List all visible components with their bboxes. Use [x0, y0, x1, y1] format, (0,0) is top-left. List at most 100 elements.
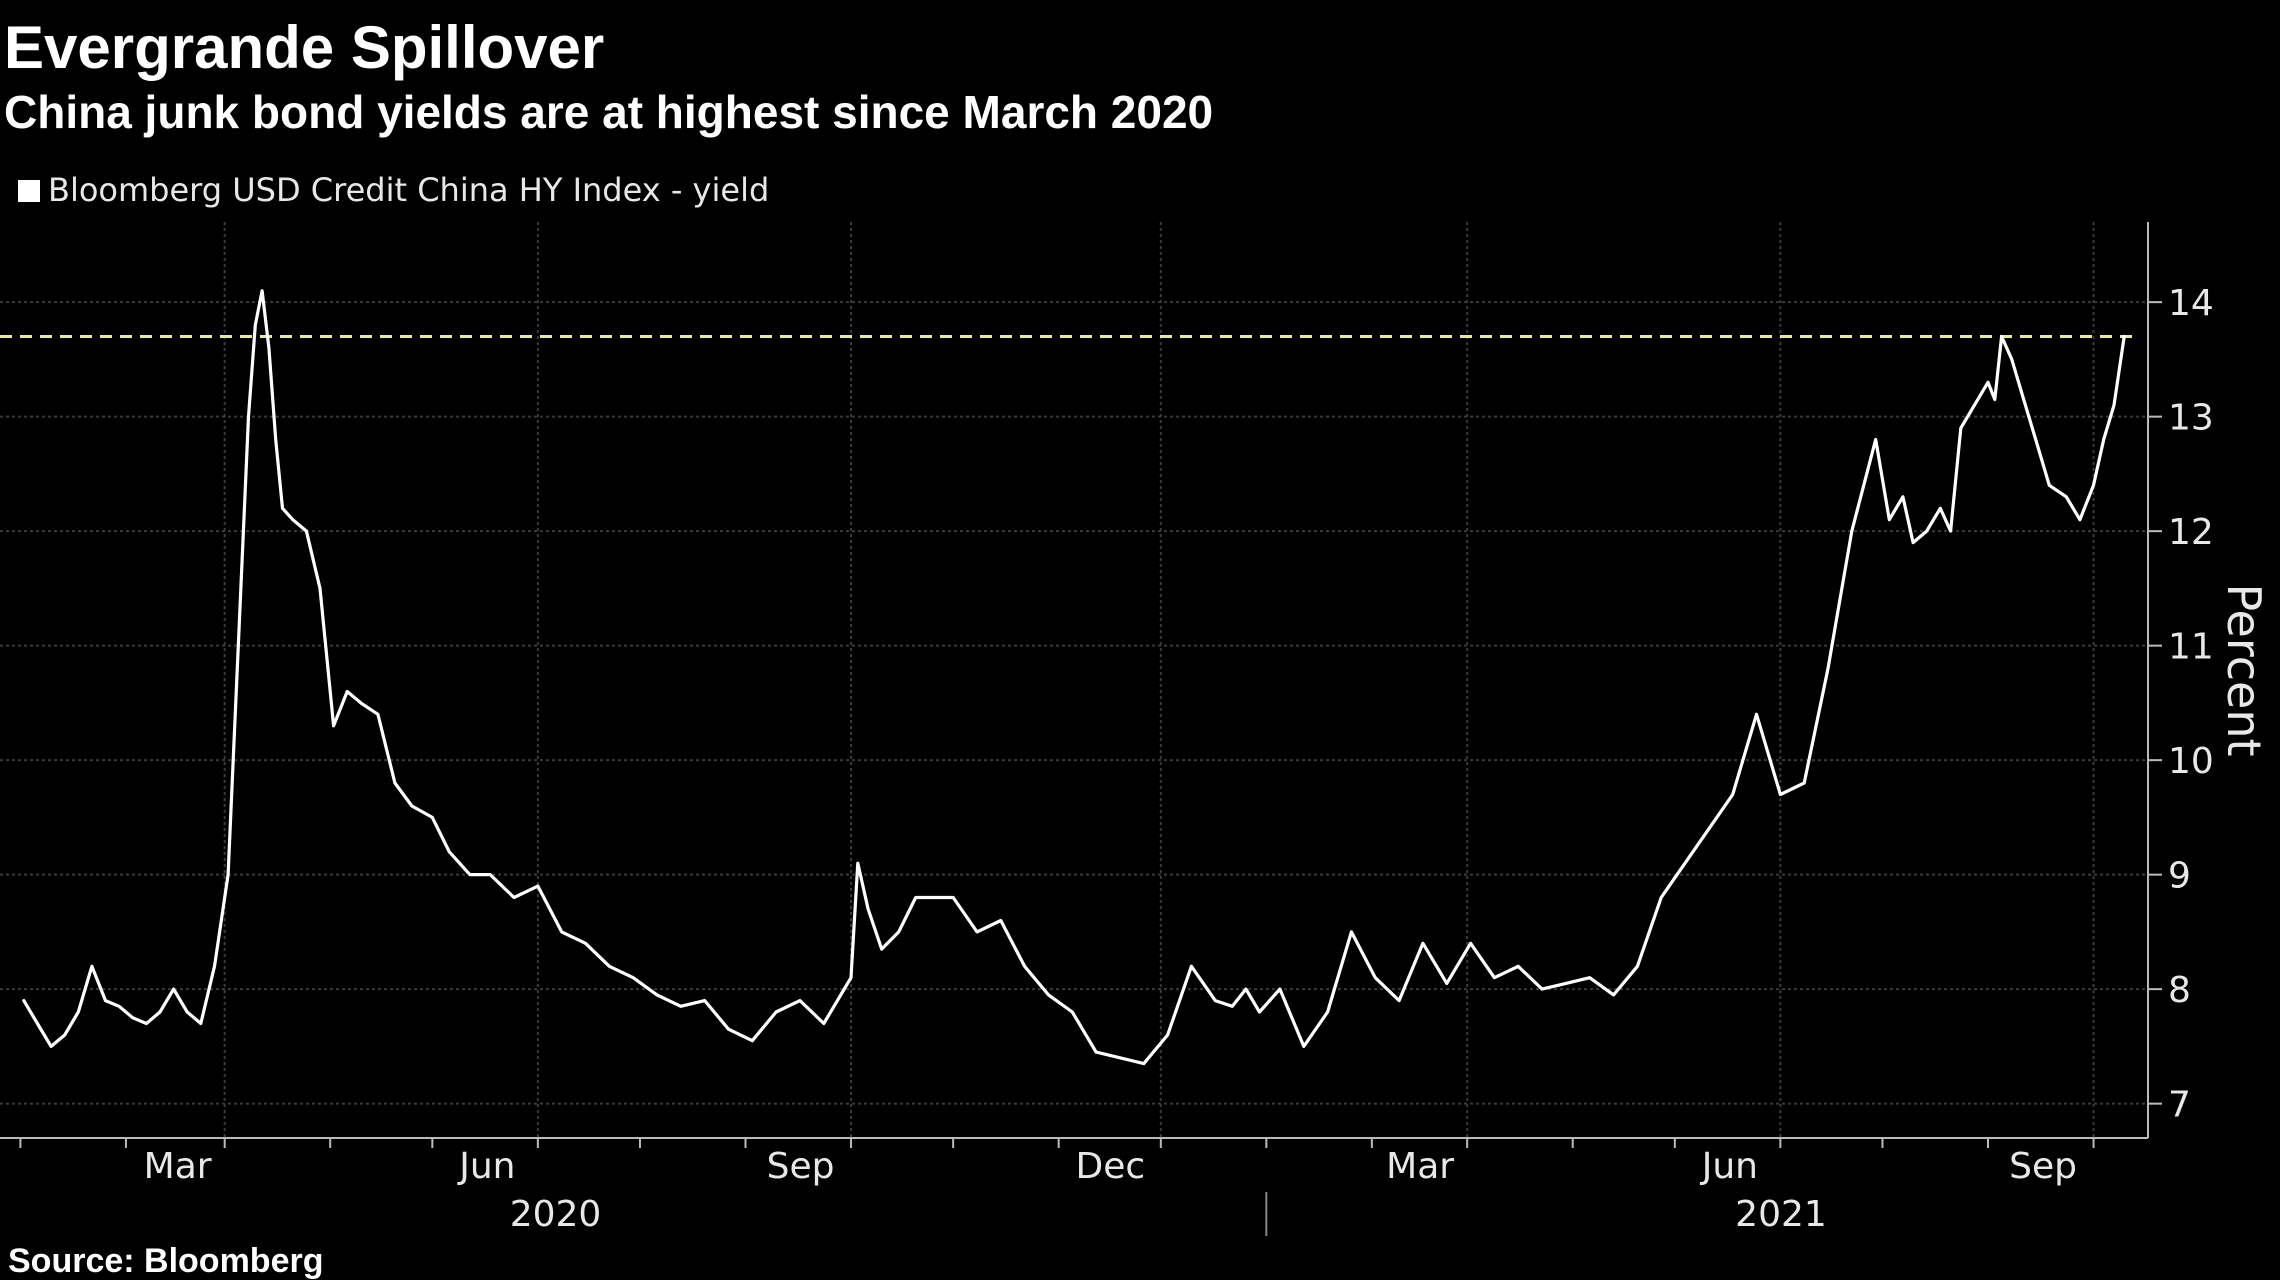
data-point	[431, 816, 434, 819]
data-point	[2092, 484, 2095, 487]
x-tick-label: Sep	[2009, 1146, 2077, 1187]
data-point	[1244, 987, 1248, 991]
data-point	[1302, 1045, 1305, 1048]
data-point	[1190, 965, 1193, 968]
data-point	[1993, 398, 1997, 401]
data-point	[393, 781, 397, 785]
data-point	[727, 1028, 730, 1031]
y-tick-label: 12	[2168, 512, 2214, 553]
y-tick-label: 14	[2168, 283, 2214, 324]
data-point	[488, 873, 492, 876]
data-point	[1094, 1050, 1098, 1054]
data-point	[1731, 793, 1734, 796]
data-point	[774, 1010, 778, 1014]
data-point	[1445, 982, 1448, 985]
data-point	[679, 1005, 683, 1008]
data-point	[410, 804, 414, 808]
x-tick-label: Mar	[144, 1146, 212, 1187]
data-point	[1588, 976, 1591, 979]
data-point	[1421, 942, 1425, 945]
data-point	[856, 862, 860, 865]
data-point	[951, 896, 955, 899]
data-point	[1826, 667, 1830, 670]
data-point	[2078, 518, 2082, 521]
data-point	[2122, 335, 2126, 338]
y-tick-label: 10	[2168, 741, 2214, 782]
data-point	[104, 999, 107, 1002]
data-point	[822, 1022, 825, 1025]
data-point	[1142, 1062, 1145, 1065]
data-point	[1925, 529, 1928, 533]
data-point	[931, 896, 934, 899]
data-point	[237, 644, 240, 647]
data-point	[468, 873, 471, 876]
data-point	[117, 1005, 121, 1008]
data-point	[199, 1022, 203, 1025]
data-point	[2000, 335, 2003, 338]
data-point	[1564, 982, 1568, 985]
data-point	[1959, 426, 1962, 430]
data-point	[1683, 862, 1687, 865]
legend-label: Bloomberg USD Credit China HY Index - yi…	[48, 171, 769, 209]
data-point	[131, 1016, 134, 1019]
axes: 7 8 9 10 11 12 13 14 Mar Jun Sep Dec Mar Jun Sep 2020 20…	[0, 222, 2214, 1236]
data-point	[359, 701, 363, 705]
legend: Bloomberg USD Credit China HY Index - yi…	[18, 171, 769, 209]
data-point	[914, 896, 917, 899]
data-point	[880, 947, 883, 951]
data-point	[1517, 965, 1520, 968]
data-point	[999, 919, 1003, 922]
chart-subtitle: China junk bond yields are at highest si…	[4, 86, 1213, 138]
data-point	[332, 724, 335, 727]
data-point	[2010, 358, 2014, 361]
data-point	[1540, 987, 1544, 991]
y-axis-label: Percent	[2217, 583, 2271, 756]
data-point	[1469, 942, 1472, 945]
data-point	[254, 323, 257, 327]
data-point	[798, 999, 802, 1002]
data-point	[608, 965, 611, 968]
y-tick-label: 9	[2168, 856, 2191, 897]
series-group	[22, 289, 2126, 1066]
data-point	[1350, 930, 1353, 934]
data-point	[1986, 381, 1990, 384]
data-point	[1397, 999, 1401, 1002]
legend-swatch	[18, 180, 40, 202]
data-point	[158, 1010, 162, 1014]
data-point	[1874, 438, 1877, 441]
data-point	[1802, 781, 1806, 785]
data-point	[1636, 965, 1639, 968]
x-tick-label: Sep	[767, 1146, 835, 1187]
data-point	[1755, 713, 1758, 716]
data-point	[631, 976, 635, 979]
x-tick-label: Dec	[1076, 1146, 1146, 1187]
data-point	[2112, 404, 2116, 407]
data-point	[512, 896, 516, 899]
data-point	[22, 999, 26, 1002]
y-tick-label: 11	[2168, 627, 2214, 668]
data-point	[376, 713, 380, 716]
data-point	[213, 965, 216, 968]
x-tick-label: Mar	[1386, 1146, 1454, 1187]
data-point	[655, 993, 659, 997]
data-point	[1231, 1005, 1234, 1008]
data-point	[1374, 976, 1377, 979]
data-point	[2034, 438, 2037, 441]
data-point	[145, 1022, 148, 1025]
data-point	[1939, 507, 1942, 510]
data-point	[1023, 965, 1026, 968]
data-point	[172, 987, 175, 991]
data-point	[1326, 1010, 1329, 1014]
data-point	[226, 873, 230, 876]
data-point	[291, 518, 294, 521]
data-point	[2048, 484, 2051, 487]
data-point	[1973, 404, 1976, 407]
data-point	[63, 1033, 66, 1037]
data-point	[584, 942, 587, 945]
data-point	[849, 976, 853, 979]
x-year-label: 2021	[1735, 1194, 1827, 1235]
data-point	[975, 930, 979, 934]
data-point	[274, 438, 277, 441]
